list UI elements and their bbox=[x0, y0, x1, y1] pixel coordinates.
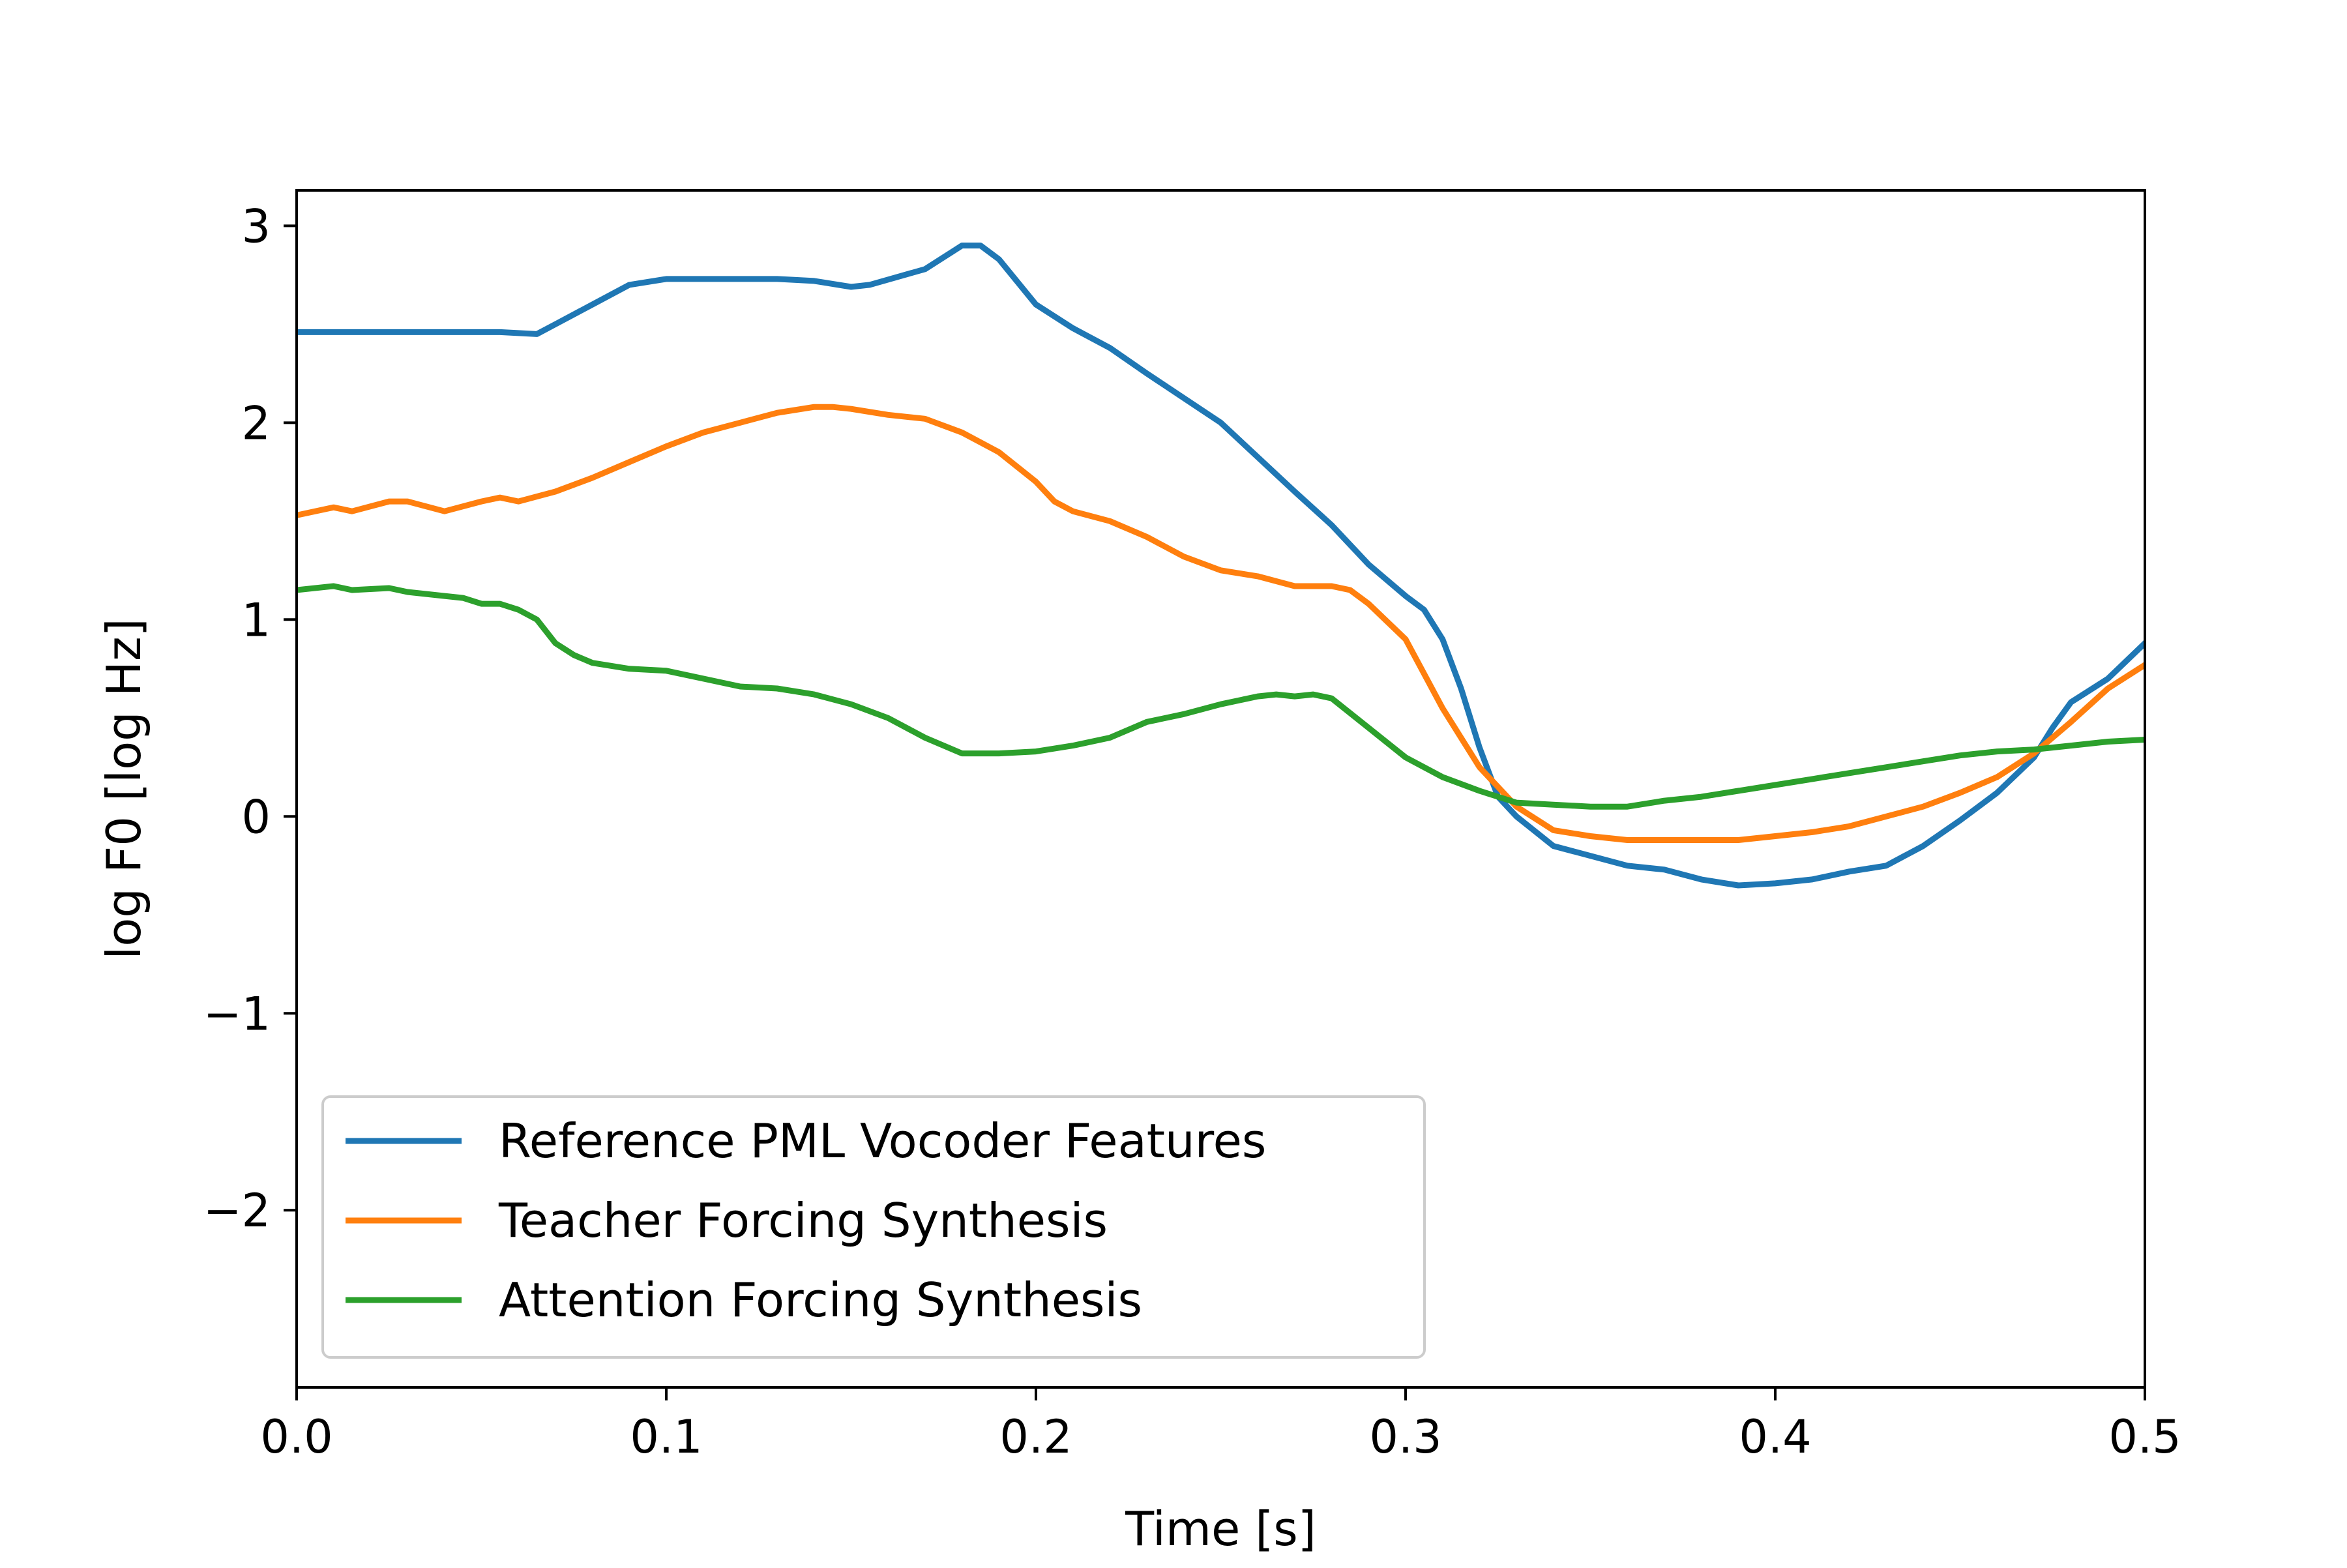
plot-frame bbox=[295, 189, 2146, 1389]
legend-label: Reference PML Vocoder Features bbox=[499, 1114, 1266, 1168]
y-tick-label: 0 bbox=[241, 790, 271, 844]
series-line-2 bbox=[297, 404, 2145, 843]
legend-label: Teacher Forcing Synthesis bbox=[498, 1193, 1108, 1248]
y-tick-label: 1 bbox=[241, 593, 271, 647]
x-tick-label: 0.2 bbox=[999, 1410, 1072, 1464]
y-axis: 3 2 1 0 −1 −2 bbox=[203, 200, 297, 1237]
x-tick-label: 0.5 bbox=[2108, 1410, 2181, 1464]
x-tick-label: 0.3 bbox=[1369, 1410, 1441, 1464]
legend-label: Attention Forcing Synthesis bbox=[499, 1273, 1142, 1327]
x-tick-label: 0.1 bbox=[630, 1410, 702, 1464]
legend: Reference PML Vocoder Features Teacher Fo… bbox=[321, 1095, 1426, 1359]
x-tick-label: 0.4 bbox=[1739, 1410, 1811, 1464]
y-tick-label: 3 bbox=[241, 200, 271, 253]
series-line-3 bbox=[297, 583, 2145, 810]
legend-box bbox=[321, 1095, 1426, 1359]
series-layer bbox=[297, 243, 2145, 889]
y-tick-label: −1 bbox=[203, 987, 271, 1041]
x-axis: 0.0 0.1 0.2 0.3 0.4 0.5 bbox=[260, 1387, 2181, 1464]
y-tick-label: −2 bbox=[203, 1184, 271, 1237]
x-tick-label: 0.0 bbox=[260, 1410, 332, 1464]
x-axis-label: Time [s] bbox=[1125, 1501, 1316, 1556]
y-axis-label: log F0 [log Hz] bbox=[96, 618, 151, 960]
series-line-1 bbox=[297, 243, 2145, 889]
y-tick-label: 2 bbox=[241, 396, 271, 450]
